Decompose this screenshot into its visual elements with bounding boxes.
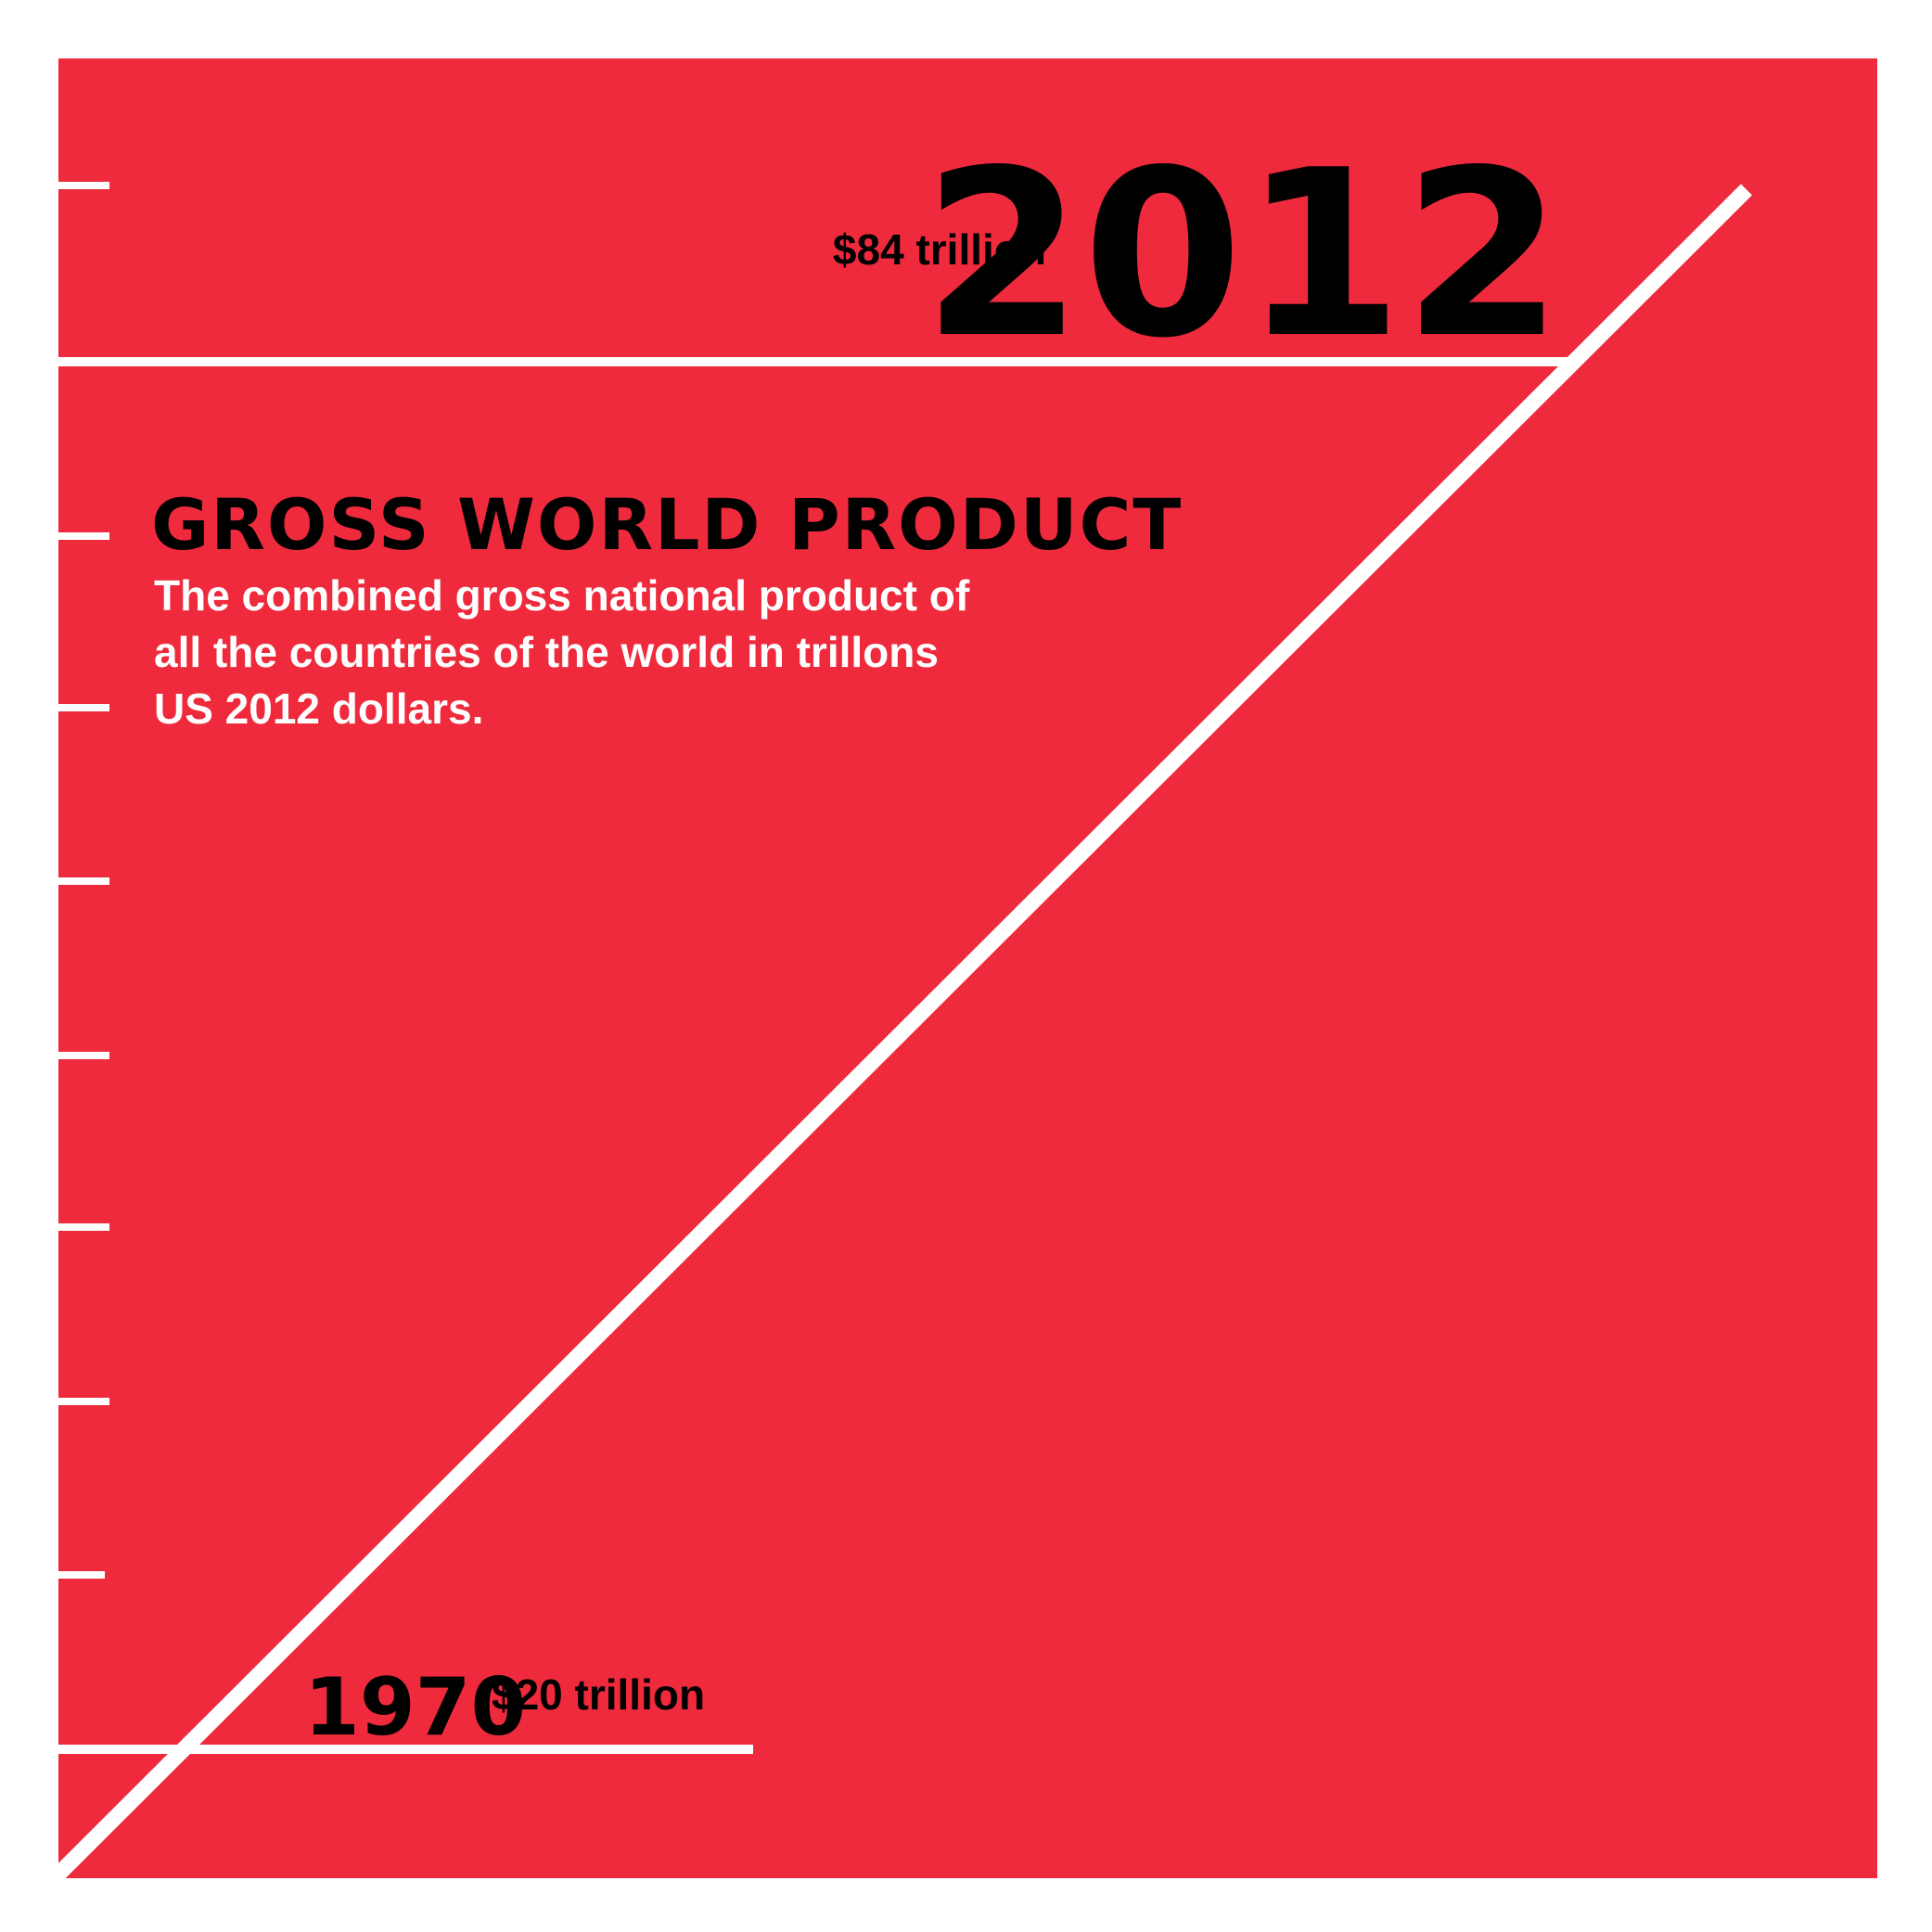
axis-tick [58,532,109,540]
axis-tick [58,1571,105,1579]
value-label-2012: $84 trillion [833,225,1046,274]
reference-line-2012 [58,357,1580,366]
axis-tick [58,877,109,885]
year-label-2012: 2012 [923,122,1563,389]
axis-tick [58,182,109,189]
axis-tick [58,1398,109,1405]
reference-line-1970 [58,1745,753,1754]
value-label-1970: $20 trillion [492,1670,705,1719]
chart-labels: 2012$84 trillion 1970$20 trillion [304,122,1563,1754]
chart-marks [58,184,1753,1878]
year-label-1970: 1970 [304,1661,526,1754]
axis-tick [58,1223,109,1231]
axis-tick [58,1052,109,1059]
axis-tick [58,704,109,711]
series-line [58,184,1753,1878]
axis-ticks [58,182,109,1579]
chart-title: GROSS WORLD PRODUCT [151,483,1184,566]
chart-subtitle: The combined gross national product of a… [154,571,970,733]
